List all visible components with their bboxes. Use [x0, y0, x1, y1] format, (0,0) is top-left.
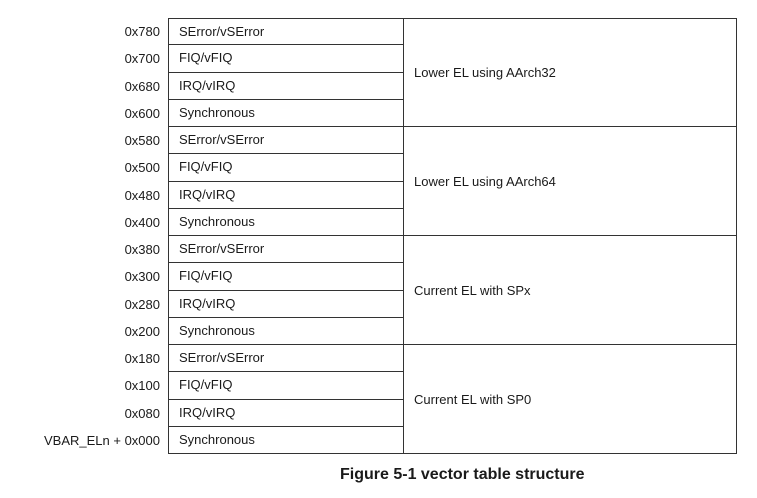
vector-offset-label: 0x380 — [124, 242, 160, 257]
vector-offset-label: 0x300 — [124, 269, 160, 285]
vector-offset-label: 0x400 — [124, 214, 160, 230]
vector-entry-cell: Synchronous — [168, 426, 404, 454]
vector-offset-label: 0x280 — [124, 296, 160, 312]
vector-offset-label: 0x480 — [124, 187, 160, 203]
vector-offset-label: 0x180 — [124, 351, 160, 366]
vector-entry-cell: IRQ/vIRQ — [168, 399, 404, 427]
vector-entry-cell: Synchronous — [168, 317, 404, 345]
vector-entry-cell: FIQ/vFIQ — [168, 45, 404, 73]
vector-entry-cell: Synchronous — [168, 208, 404, 236]
vector-offset-label: 0x580 — [124, 133, 160, 148]
vector-offset-label: 0x100 — [124, 378, 160, 394]
vector-offset-label: 0x780 — [124, 24, 160, 39]
exception-group-cell: Lower EL using AArch64 — [403, 127, 737, 236]
vector-offset-label: 0x680 — [124, 78, 160, 94]
vector-entry-cell: SError/vSError — [168, 345, 404, 373]
vector-entry-cell: Synchronous — [168, 99, 404, 127]
exception-group-cell: Current EL with SPx — [403, 236, 737, 345]
vector-entry-cell: SError/vSError — [168, 18, 404, 46]
vector-entry-cell: IRQ/vIRQ — [168, 72, 404, 100]
vector-offset-label: 0x700 — [124, 51, 160, 67]
vector-offset-label: 0x600 — [124, 105, 160, 121]
figure-caption: Figure 5-1 vector table structure — [340, 466, 585, 483]
vector-offset-label: 0x080 — [124, 405, 160, 421]
vector-offset-label: 0x200 — [124, 323, 160, 339]
vector-offset-label: 0x500 — [124, 160, 160, 176]
vector-entry-cell: IRQ/vIRQ — [168, 181, 404, 209]
vector-offset-label: VBAR_ELn + 0x000 — [44, 432, 160, 448]
vector-entry-cell: IRQ/vIRQ — [168, 290, 404, 318]
vector-entry-cell: SError/vSError — [168, 127, 404, 155]
vector-entry-cell: SError/vSError — [168, 236, 404, 264]
vector-entry-cell: FIQ/vFIQ — [168, 154, 404, 182]
exception-group-cell: Lower EL using AArch32 — [403, 18, 737, 127]
exception-group-cell: Current EL with SP0 — [403, 345, 737, 454]
vector-entry-cell: FIQ/vFIQ — [168, 263, 404, 291]
vector-entry-cell: FIQ/vFIQ — [168, 372, 404, 400]
